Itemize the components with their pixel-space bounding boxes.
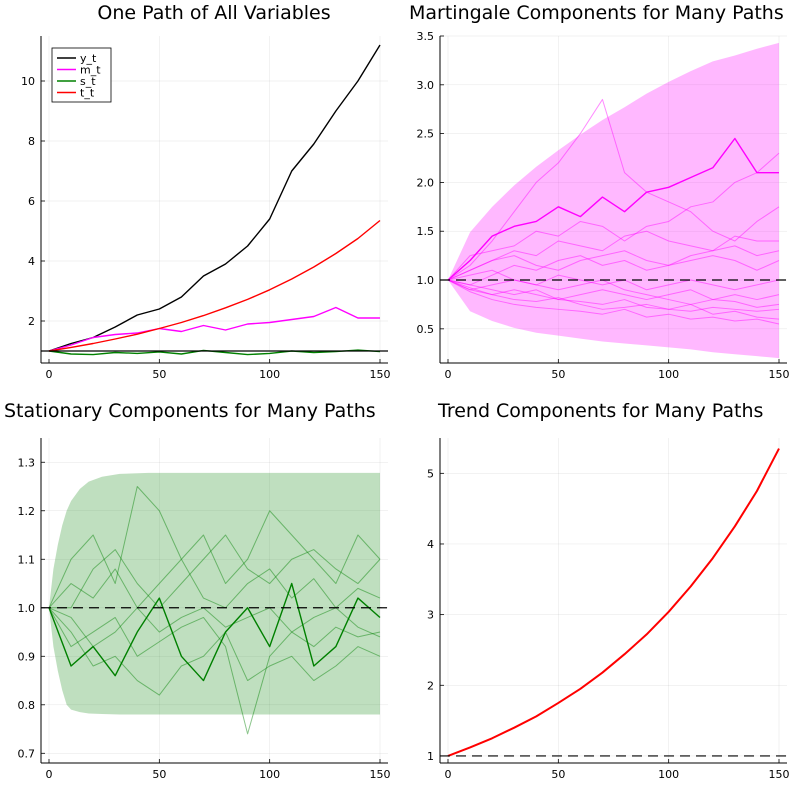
legend-label: s_t [80,75,96,88]
x-tick-label: 100 [658,768,679,781]
confidence-band [49,472,380,715]
y-tick-label: 1 [427,750,434,763]
y-tick-label: 0.5 [417,323,435,336]
series-line-1 [447,137,779,281]
series-line-4 [447,230,779,281]
y-tick-label: 2 [28,315,35,328]
x-tick-label: 50 [551,368,565,381]
x-tick-label: 150 [769,768,790,781]
chart-title: Trend Components for Many Paths [437,400,763,422]
y-tick-label: 1.1 [18,553,36,566]
series-line-5 [447,255,780,286]
series-line-9 [447,279,780,325]
x-tick-label: 0 [46,768,53,781]
y-tick-label: 10 [21,75,35,88]
y-tick-label: 6 [28,195,35,208]
x-tick-label: 150 [769,368,790,381]
chart-panel-3: 0 50 100 150 0.7 0.8 0.9 1.0 1.1 1.2 1.3 Stationary… [4,400,391,781]
x-tick-label: 150 [370,768,391,781]
y-tick-label: 1.5 [417,225,435,238]
chart-title: Martingale Components for Many Paths [409,2,784,24]
chart-title: One Path of All Variables [97,2,330,24]
y-tick-label: 8 [28,135,35,148]
y-tick-label: 1.2 [18,505,36,518]
legend-label: t_t [80,87,95,100]
series-line-t_t [48,219,381,352]
x-tick-label: 0 [445,768,452,781]
series-line-2 [447,98,780,281]
series-line-11 [447,245,780,281]
x-tick-label: 100 [259,368,280,381]
x-tick-label: 100 [658,368,679,381]
y-tick-label: 3.5 [417,30,435,43]
x-tick-label: 0 [445,368,452,381]
legend-label: m_t [80,64,101,77]
series-line-10 [447,269,780,308]
series-line-12 [447,279,780,320]
x-tick-label: 0 [46,368,53,381]
y-tick-label: 2.5 [417,128,435,141]
x-tick-label: 50 [551,768,565,781]
series-line-y_t [48,44,381,352]
y-tick-label: 3.0 [417,79,435,92]
series-line-8 [447,279,780,312]
legend: y_tm_ts_tt_t [51,47,112,103]
series-line-5 [48,607,381,735]
legend-label: y_t [80,52,97,65]
series-line-3 [447,152,780,281]
series-line-1 [447,448,780,757]
y-tick-label: 0.7 [18,747,36,760]
chart-panel-1: 0 50 100 150 2 4 6 8 10 One Path of All Variables… [21,2,391,381]
chart-panel-2: 0 50 100 150 0.5 1.0 1.5 2.0 2.5 3.0 3.5 Martingale… [409,2,790,381]
y-tick-label: 5 [427,467,434,480]
chart-panel-4: 0 50 100 150 1 2 3 4 5 Trend Components for Many … [427,400,790,781]
series-line-m_t [48,306,380,352]
y-tick-label: 4 [427,538,434,551]
y-tick-label: 2.0 [417,176,435,189]
y-tick-label: 1.0 [18,602,36,615]
series-line-2 [48,486,381,608]
series-line-4 [48,558,381,609]
series-line-6 [447,274,780,291]
confidence-band [448,42,779,359]
series-line-7 [447,279,780,301]
series-line-7 [48,607,381,648]
series-line-1 [48,582,381,682]
y-tick-label: 0.8 [18,699,36,712]
x-tick-label: 50 [152,768,166,781]
x-tick-label: 150 [370,368,391,381]
x-tick-label: 50 [152,368,166,381]
y-tick-label: 1.0 [417,274,435,287]
y-tick-label: 3 [427,609,434,622]
chart-title: Stationary Components for Many Paths [4,400,376,422]
x-tick-label: 100 [259,768,280,781]
y-tick-label: 0.9 [18,650,36,663]
series-line-6 [49,534,381,609]
y-tick-label: 2 [427,679,434,692]
series-line-3 [48,607,381,696]
y-tick-label: 4 [28,255,35,268]
y-tick-label: 1.3 [18,456,36,469]
